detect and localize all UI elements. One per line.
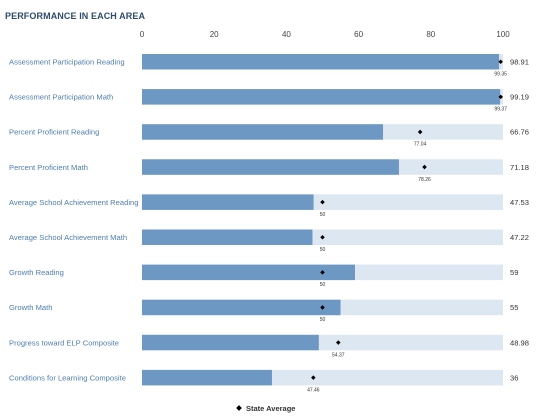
value-label: 48.98 — [510, 338, 529, 347]
state-average-label: 50 — [320, 282, 326, 288]
state-average-marker — [320, 270, 325, 275]
state-average-marker — [417, 129, 423, 135]
state-average-label: 50 — [320, 317, 326, 323]
category-label: Growth Reading — [9, 268, 64, 277]
value-label: 47.53 — [510, 198, 529, 207]
value-label: 71.18 — [510, 163, 529, 172]
state-average-marker — [320, 199, 325, 205]
state-average-label: 99.35 — [494, 72, 507, 78]
value-label: 98.91 — [510, 57, 529, 66]
bar — [142, 369, 272, 386]
value-label: 55 — [510, 303, 518, 312]
state-average-label: 50 — [320, 212, 326, 218]
state-average-label: 78.26 — [418, 177, 431, 183]
bar — [142, 159, 399, 175]
category-label: Average School Achievement Reading — [9, 198, 138, 207]
x-tick-label: 0 — [140, 30, 145, 39]
bar — [142, 89, 501, 105]
bar — [142, 229, 313, 245]
legend-diamond-icon — [236, 405, 242, 411]
category-label: Progress toward ELP Composite — [9, 338, 119, 347]
value-label: 36 — [510, 373, 518, 382]
state-average-label: 54.37 — [332, 352, 345, 358]
bar — [142, 264, 355, 281]
category-label: Average School Achievement Math — [9, 233, 127, 242]
value-label: 99.19 — [510, 93, 529, 102]
bar — [142, 54, 500, 70]
state-average-label: 50 — [320, 247, 326, 253]
category-label: Percent Proficient Reading — [9, 128, 99, 137]
x-tick-label: 20 — [210, 30, 219, 39]
value-label: 47.22 — [510, 233, 529, 242]
legend: State Average — [236, 404, 296, 413]
bar — [142, 299, 341, 316]
value-label: 59 — [510, 268, 518, 277]
state-average-label: 47.46 — [307, 387, 320, 393]
category-label: Assessment Participation Math — [9, 93, 113, 102]
bar — [142, 334, 319, 351]
state-average-marker — [311, 375, 316, 380]
x-tick-label: 80 — [426, 30, 435, 39]
category-label: Conditions for Learning Composite — [9, 373, 126, 382]
state-average-marker — [336, 340, 341, 345]
state-average-marker — [320, 305, 325, 310]
chart-title: PERFORMANCE IN EACH AREA — [5, 11, 146, 21]
bar — [142, 124, 384, 140]
category-label: Percent Proficient Math — [9, 163, 88, 172]
x-tick-label: 40 — [282, 30, 291, 39]
value-label: 66.76 — [510, 128, 529, 137]
state-average-label: 77.04 — [414, 142, 427, 148]
bar — [142, 194, 314, 210]
x-tick-label: 60 — [354, 30, 363, 39]
legend-label: State Average — [246, 404, 296, 413]
state-average-label: 99.37 — [494, 107, 507, 113]
state-average-marker — [422, 164, 427, 170]
x-tick-label: 100 — [496, 30, 510, 39]
category-label: Assessment Participation Reading — [9, 57, 125, 66]
category-label: Growth Math — [9, 303, 52, 312]
